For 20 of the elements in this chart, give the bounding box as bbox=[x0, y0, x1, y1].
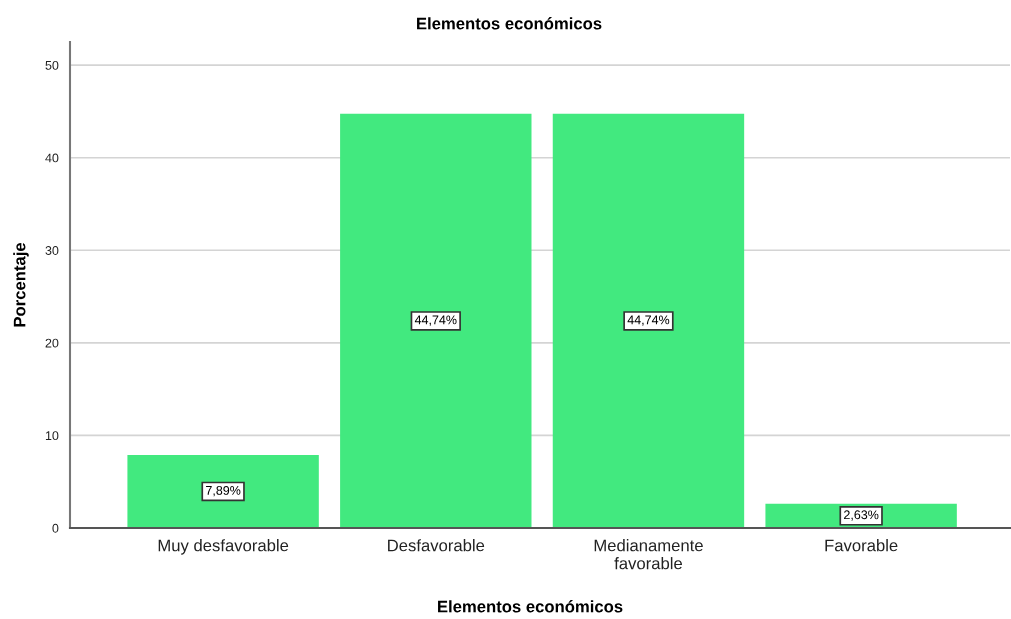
y-tick-label: 10 bbox=[45, 431, 59, 441]
y-tick-label: 30 bbox=[45, 246, 59, 255]
data-label: 44,74% bbox=[627, 315, 670, 326]
bar bbox=[552, 113, 745, 528]
data-label: 2,63% bbox=[844, 510, 879, 521]
x-axis-title: Elementos económicos bbox=[438, 600, 623, 613]
chart-title: Elementos económicos bbox=[417, 17, 602, 30]
x-tick-label: Muy desfavorable bbox=[158, 539, 289, 555]
x-tick-label: Favorable bbox=[825, 539, 898, 552]
data-label: 7,89% bbox=[206, 485, 241, 497]
bar bbox=[340, 113, 532, 528]
y-tick-label: 0 bbox=[52, 523, 59, 533]
data-label: 44,74% bbox=[414, 315, 457, 326]
y-axis-title: Porcentaje bbox=[13, 242, 29, 327]
bar bbox=[127, 454, 319, 528]
y-tick-label: 50 bbox=[45, 60, 59, 70]
y-tick-label: 20 bbox=[45, 338, 59, 348]
x-tick-label: Medianamente favorable bbox=[594, 539, 703, 570]
x-tick-label: Desfavorable bbox=[388, 539, 485, 552]
y-tick-label: 40 bbox=[45, 153, 59, 163]
